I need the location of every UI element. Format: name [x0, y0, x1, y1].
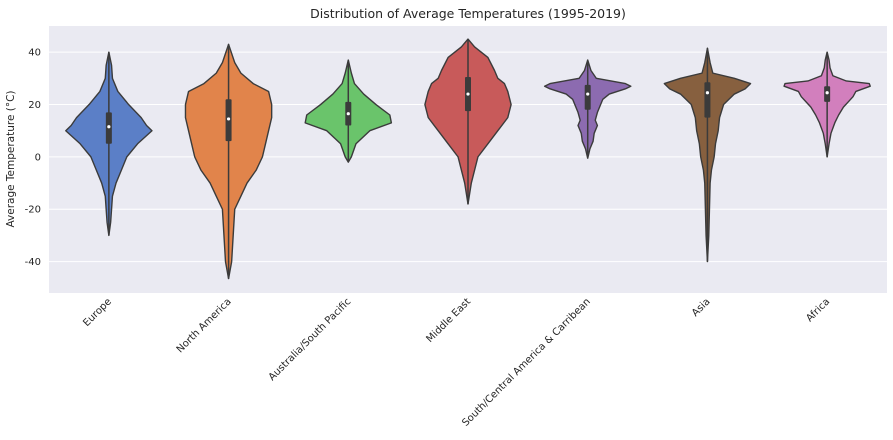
x-tick-label: Asia	[690, 296, 713, 319]
x-tick-label: South/Central America & Carribean	[460, 296, 592, 428]
violins	[65, 38, 871, 280]
violin-median	[226, 117, 231, 121]
violin-median	[586, 92, 590, 96]
x-tick-label: Middle East	[424, 296, 473, 345]
violin-1	[184, 43, 273, 280]
y-axis-label: Average Temperature (°C)	[5, 90, 17, 227]
y-tick-label: -20	[25, 205, 41, 216]
violin-median	[705, 91, 710, 95]
x-tick-label: Europe	[81, 296, 114, 329]
x-tick-label: North America	[175, 296, 234, 355]
violin-median	[107, 125, 111, 129]
x-tick-labels: Europe North America Australia/South Pacif…	[81, 296, 832, 429]
violin-5	[663, 47, 752, 263]
x-tick-label: Africa	[804, 296, 832, 324]
violin-0	[65, 51, 153, 237]
violin-4	[543, 59, 632, 159]
violin-iqr-box	[584, 84, 591, 110]
violin-median	[825, 91, 829, 95]
violin-6	[783, 51, 871, 158]
y-tick-label: 40	[28, 48, 41, 59]
violin-3	[424, 38, 512, 205]
y-tick-label: 20	[28, 100, 41, 111]
x-tick-label: Australia/South Pacific	[267, 296, 354, 383]
chart-title: Distribution of Average Temperatures (19…	[310, 6, 626, 21]
violin-iqr-box	[704, 82, 711, 118]
violin-median	[346, 112, 350, 116]
violin-median	[466, 92, 470, 96]
y-tick-label: 0	[35, 152, 41, 163]
y-tick-label: -40	[25, 257, 41, 268]
y-tick-labels: -40 -20 0 20 40	[25, 48, 41, 268]
violin-2	[304, 59, 393, 163]
